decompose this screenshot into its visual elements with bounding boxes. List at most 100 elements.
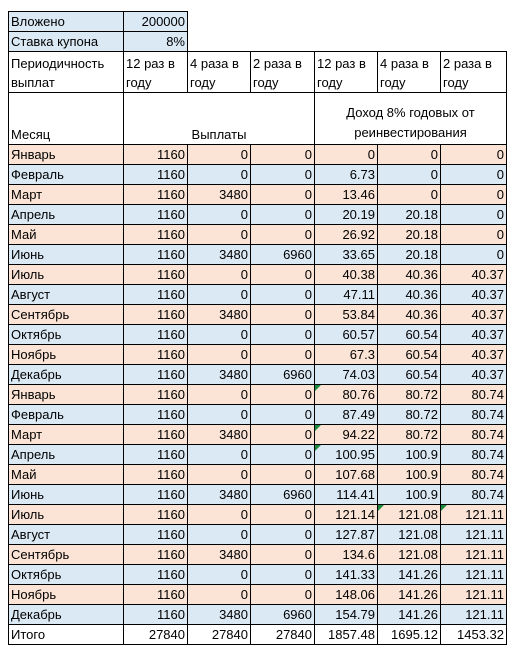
value-cell[interactable]: 0 [250,224,315,245]
value-cell[interactable]: 60.54 [377,364,441,385]
value-cell[interactable]: 0 [250,444,315,465]
value-cell[interactable]: 0 [187,164,251,185]
value-cell[interactable]: 0 [377,164,441,185]
value-cell[interactable]: 3480 [187,484,251,505]
month-cell[interactable]: Апрель [8,204,124,225]
value-cell[interactable]: 0 [440,184,507,205]
value-cell[interactable]: 6960 [250,244,315,265]
month-cell[interactable]: Декабрь [8,364,124,385]
value-cell[interactable]: 0 [250,544,315,565]
value-cell[interactable]: 1160 [123,324,188,345]
value-cell[interactable]: 0 [187,504,251,525]
value-cell[interactable]: 0 [187,224,251,245]
value-cell[interactable]: 0 [250,564,315,585]
value-cell[interactable]: 0 [187,524,251,545]
freq-header[interactable]: 12 раз в году [314,51,378,93]
value-cell[interactable]: 0 [187,204,251,225]
total-cell[interactable]: 27840 [123,624,188,645]
income-label[interactable]: Доход 8% годовых от реинвестирования [314,92,507,145]
total-cell[interactable]: 27840 [250,624,315,645]
value-cell[interactable]: 0 [250,344,315,365]
value-cell[interactable]: 60.57 [314,324,378,345]
month-cell[interactable]: Ноябрь [8,344,124,365]
value-cell[interactable]: 0 [250,264,315,285]
value-cell[interactable]: 26.92 [314,224,378,245]
value-cell[interactable]: 40.37 [440,344,507,365]
month-cell[interactable]: Май [8,224,124,245]
value-cell[interactable]: 40.37 [440,304,507,325]
month-cell[interactable]: Сентябрь [8,304,124,325]
month-cell[interactable]: Август [8,284,124,305]
month-cell[interactable]: Июль [8,264,124,285]
value-cell[interactable]: 40.37 [440,324,507,345]
month-cell[interactable]: Январь [8,144,124,165]
value-cell[interactable]: 1160 [123,344,188,365]
value-cell[interactable]: 3480 [187,424,251,445]
value-cell[interactable]: 20.19 [314,204,378,225]
value-cell[interactable]: 40.38 [314,264,378,285]
value-cell[interactable]: 0 [377,184,441,205]
value-cell[interactable]: 40.37 [440,264,507,285]
value-cell[interactable]: 1160 [123,504,188,525]
value-cell[interactable]: 0 [187,344,251,365]
value-cell[interactable]: 0 [440,244,507,265]
month-cell[interactable]: Март [8,424,124,445]
value-cell[interactable]: 1160 [123,444,188,465]
value-cell[interactable]: 121.08 [377,524,441,545]
invested-label[interactable]: Вложено [8,11,124,32]
value-cell[interactable]: 100.9 [377,444,441,465]
month-cell[interactable]: Сентябрь [8,544,124,565]
invested-value[interactable]: 200000 [123,11,188,32]
value-cell[interactable]: 100.9 [377,464,441,485]
value-cell[interactable]: 1160 [123,484,188,505]
value-cell[interactable]: 87.49 [314,404,378,425]
value-cell[interactable]: 0 [250,164,315,185]
month-label[interactable]: Месяц [8,92,124,145]
value-cell[interactable]: 80.72 [377,404,441,425]
value-cell[interactable]: 0 [250,284,315,305]
value-cell[interactable]: 1160 [123,604,188,625]
value-cell[interactable]: 3480 [187,184,251,205]
value-cell[interactable]: 0 [187,404,251,425]
value-cell[interactable]: 0 [250,204,315,225]
value-cell[interactable]: 20.18 [377,244,441,265]
value-cell[interactable]: 0 [250,404,315,425]
month-cell[interactable]: Август [8,524,124,545]
value-cell[interactable]: 1160 [123,564,188,585]
value-cell[interactable]: 1160 [123,244,188,265]
month-cell[interactable]: Декабрь [8,604,124,625]
value-cell[interactable]: 1160 [123,204,188,225]
value-cell[interactable]: 0 [187,444,251,465]
total-cell[interactable]: 1857.48 [314,624,378,645]
value-cell[interactable]: 94.22 [314,424,378,445]
value-cell[interactable]: 121.14 [314,504,378,525]
value-cell[interactable]: 121.08 [377,504,441,525]
value-cell[interactable]: 0 [187,384,251,405]
value-cell[interactable]: 0 [250,324,315,345]
value-cell[interactable]: 20.18 [377,204,441,225]
total-cell[interactable]: 1453.32 [440,624,507,645]
value-cell[interactable]: 121.11 [440,564,507,585]
value-cell[interactable]: 134.6 [314,544,378,565]
month-cell[interactable]: Февраль [8,164,124,185]
value-cell[interactable]: 80.74 [440,424,507,445]
value-cell[interactable]: 0 [440,164,507,185]
value-cell[interactable]: 141.26 [377,564,441,585]
value-cell[interactable]: 20.18 [377,224,441,245]
value-cell[interactable]: 100.9 [377,484,441,505]
value-cell[interactable]: 1160 [123,304,188,325]
value-cell[interactable]: 0 [187,584,251,605]
month-cell[interactable]: Октябрь [8,324,124,345]
value-cell[interactable]: 0 [250,524,315,545]
value-cell[interactable]: 121.08 [377,544,441,565]
freq-header[interactable]: 12 раз в году [123,51,188,93]
month-cell[interactable]: Октябрь [8,564,124,585]
value-cell[interactable]: 80.74 [440,464,507,485]
value-cell[interactable]: 0 [250,304,315,325]
value-cell[interactable]: 121.11 [440,544,507,565]
value-cell[interactable]: 0 [187,284,251,305]
value-cell[interactable]: 0 [314,144,378,165]
coupon-value[interactable]: 8% [123,31,188,52]
value-cell[interactable]: 141.26 [377,584,441,605]
value-cell[interactable]: 1160 [123,224,188,245]
